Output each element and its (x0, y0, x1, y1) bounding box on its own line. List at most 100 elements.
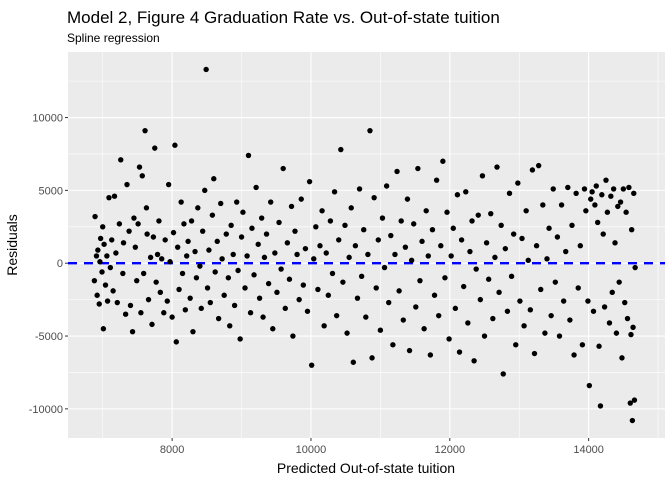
data-point (593, 183, 599, 189)
data-point (558, 202, 565, 208)
data-point (517, 298, 523, 304)
data-point (106, 194, 112, 201)
data-point (249, 225, 255, 231)
data-point (270, 326, 276, 332)
data-point (463, 189, 469, 195)
data-point (494, 164, 500, 170)
data-point (247, 310, 254, 316)
data-point (500, 371, 506, 377)
data-point (214, 238, 220, 245)
data-point (317, 243, 323, 249)
data-point (120, 240, 127, 246)
data-point (131, 215, 137, 221)
data-point (94, 292, 100, 298)
data-point (603, 177, 609, 183)
data-point (381, 264, 388, 271)
data-point (406, 347, 413, 354)
data-point (118, 157, 124, 163)
data-point (212, 269, 218, 275)
data-point (313, 224, 319, 230)
data-point (244, 253, 250, 259)
data-point (615, 203, 621, 210)
data-point (169, 314, 175, 320)
data-point (284, 240, 291, 246)
data-point (612, 240, 618, 246)
data-point (215, 315, 222, 322)
data-point (506, 190, 513, 196)
data-point (109, 237, 115, 243)
data-point (132, 244, 139, 250)
data-point (624, 315, 631, 322)
data-point (135, 221, 141, 227)
data-point (165, 181, 172, 188)
data-point (533, 243, 540, 249)
data-point (488, 210, 494, 217)
data-point (323, 250, 329, 256)
data-point (238, 234, 245, 240)
data-point (617, 199, 624, 205)
data-point (143, 205, 150, 211)
data-point (452, 305, 459, 312)
data-point (114, 299, 120, 306)
chart-subtitle: Spline regression (67, 31, 160, 45)
data-point (179, 270, 186, 277)
data-point (251, 272, 257, 278)
data-point (485, 276, 492, 282)
data-point (308, 362, 315, 368)
data-point (272, 250, 278, 256)
grid-lines (68, 52, 665, 438)
data-point (202, 187, 208, 194)
data-point (178, 199, 184, 205)
data-point (170, 229, 177, 236)
data-point (173, 339, 179, 345)
data-point (167, 259, 173, 265)
data-point (363, 314, 369, 320)
data-point (460, 283, 467, 290)
data-point (371, 194, 377, 201)
data-point (203, 66, 209, 73)
data-point (458, 237, 465, 243)
data-point (469, 218, 475, 224)
data-point (278, 266, 284, 272)
data-point (510, 231, 517, 237)
data-point (104, 298, 111, 304)
data-point (227, 323, 233, 329)
data-point (101, 241, 107, 247)
data-point (388, 232, 394, 239)
data-point (623, 209, 629, 215)
data-point (188, 218, 195, 224)
data-point (136, 164, 143, 170)
data-point (627, 400, 633, 406)
data-point (423, 208, 429, 214)
data-point (99, 269, 105, 275)
data-point (577, 243, 584, 249)
data-point (616, 279, 622, 285)
data-point (204, 285, 211, 291)
data-point (492, 254, 498, 261)
data-point (338, 146, 344, 153)
data-point (306, 178, 313, 185)
data-point (140, 270, 147, 277)
data-point (159, 256, 165, 262)
y-tick-label: -10000 (29, 404, 63, 416)
data-point (235, 267, 241, 274)
data-point (110, 288, 116, 294)
data-point (628, 331, 634, 338)
data-point (592, 202, 598, 208)
data-point (228, 222, 234, 229)
data-point (336, 237, 342, 243)
data-point (631, 190, 637, 196)
data-point (346, 254, 352, 261)
data-point (207, 299, 214, 306)
x-axis-title: Predicted Out-of-state tuition (277, 460, 455, 476)
data-point (361, 227, 367, 233)
data-point (107, 264, 114, 271)
data-point (546, 225, 552, 231)
data-point (622, 299, 628, 306)
data-point (525, 257, 531, 263)
data-point (515, 180, 521, 186)
data-point (265, 280, 272, 287)
data-point (321, 323, 327, 329)
data-point (367, 127, 373, 134)
data-point (91, 277, 98, 284)
